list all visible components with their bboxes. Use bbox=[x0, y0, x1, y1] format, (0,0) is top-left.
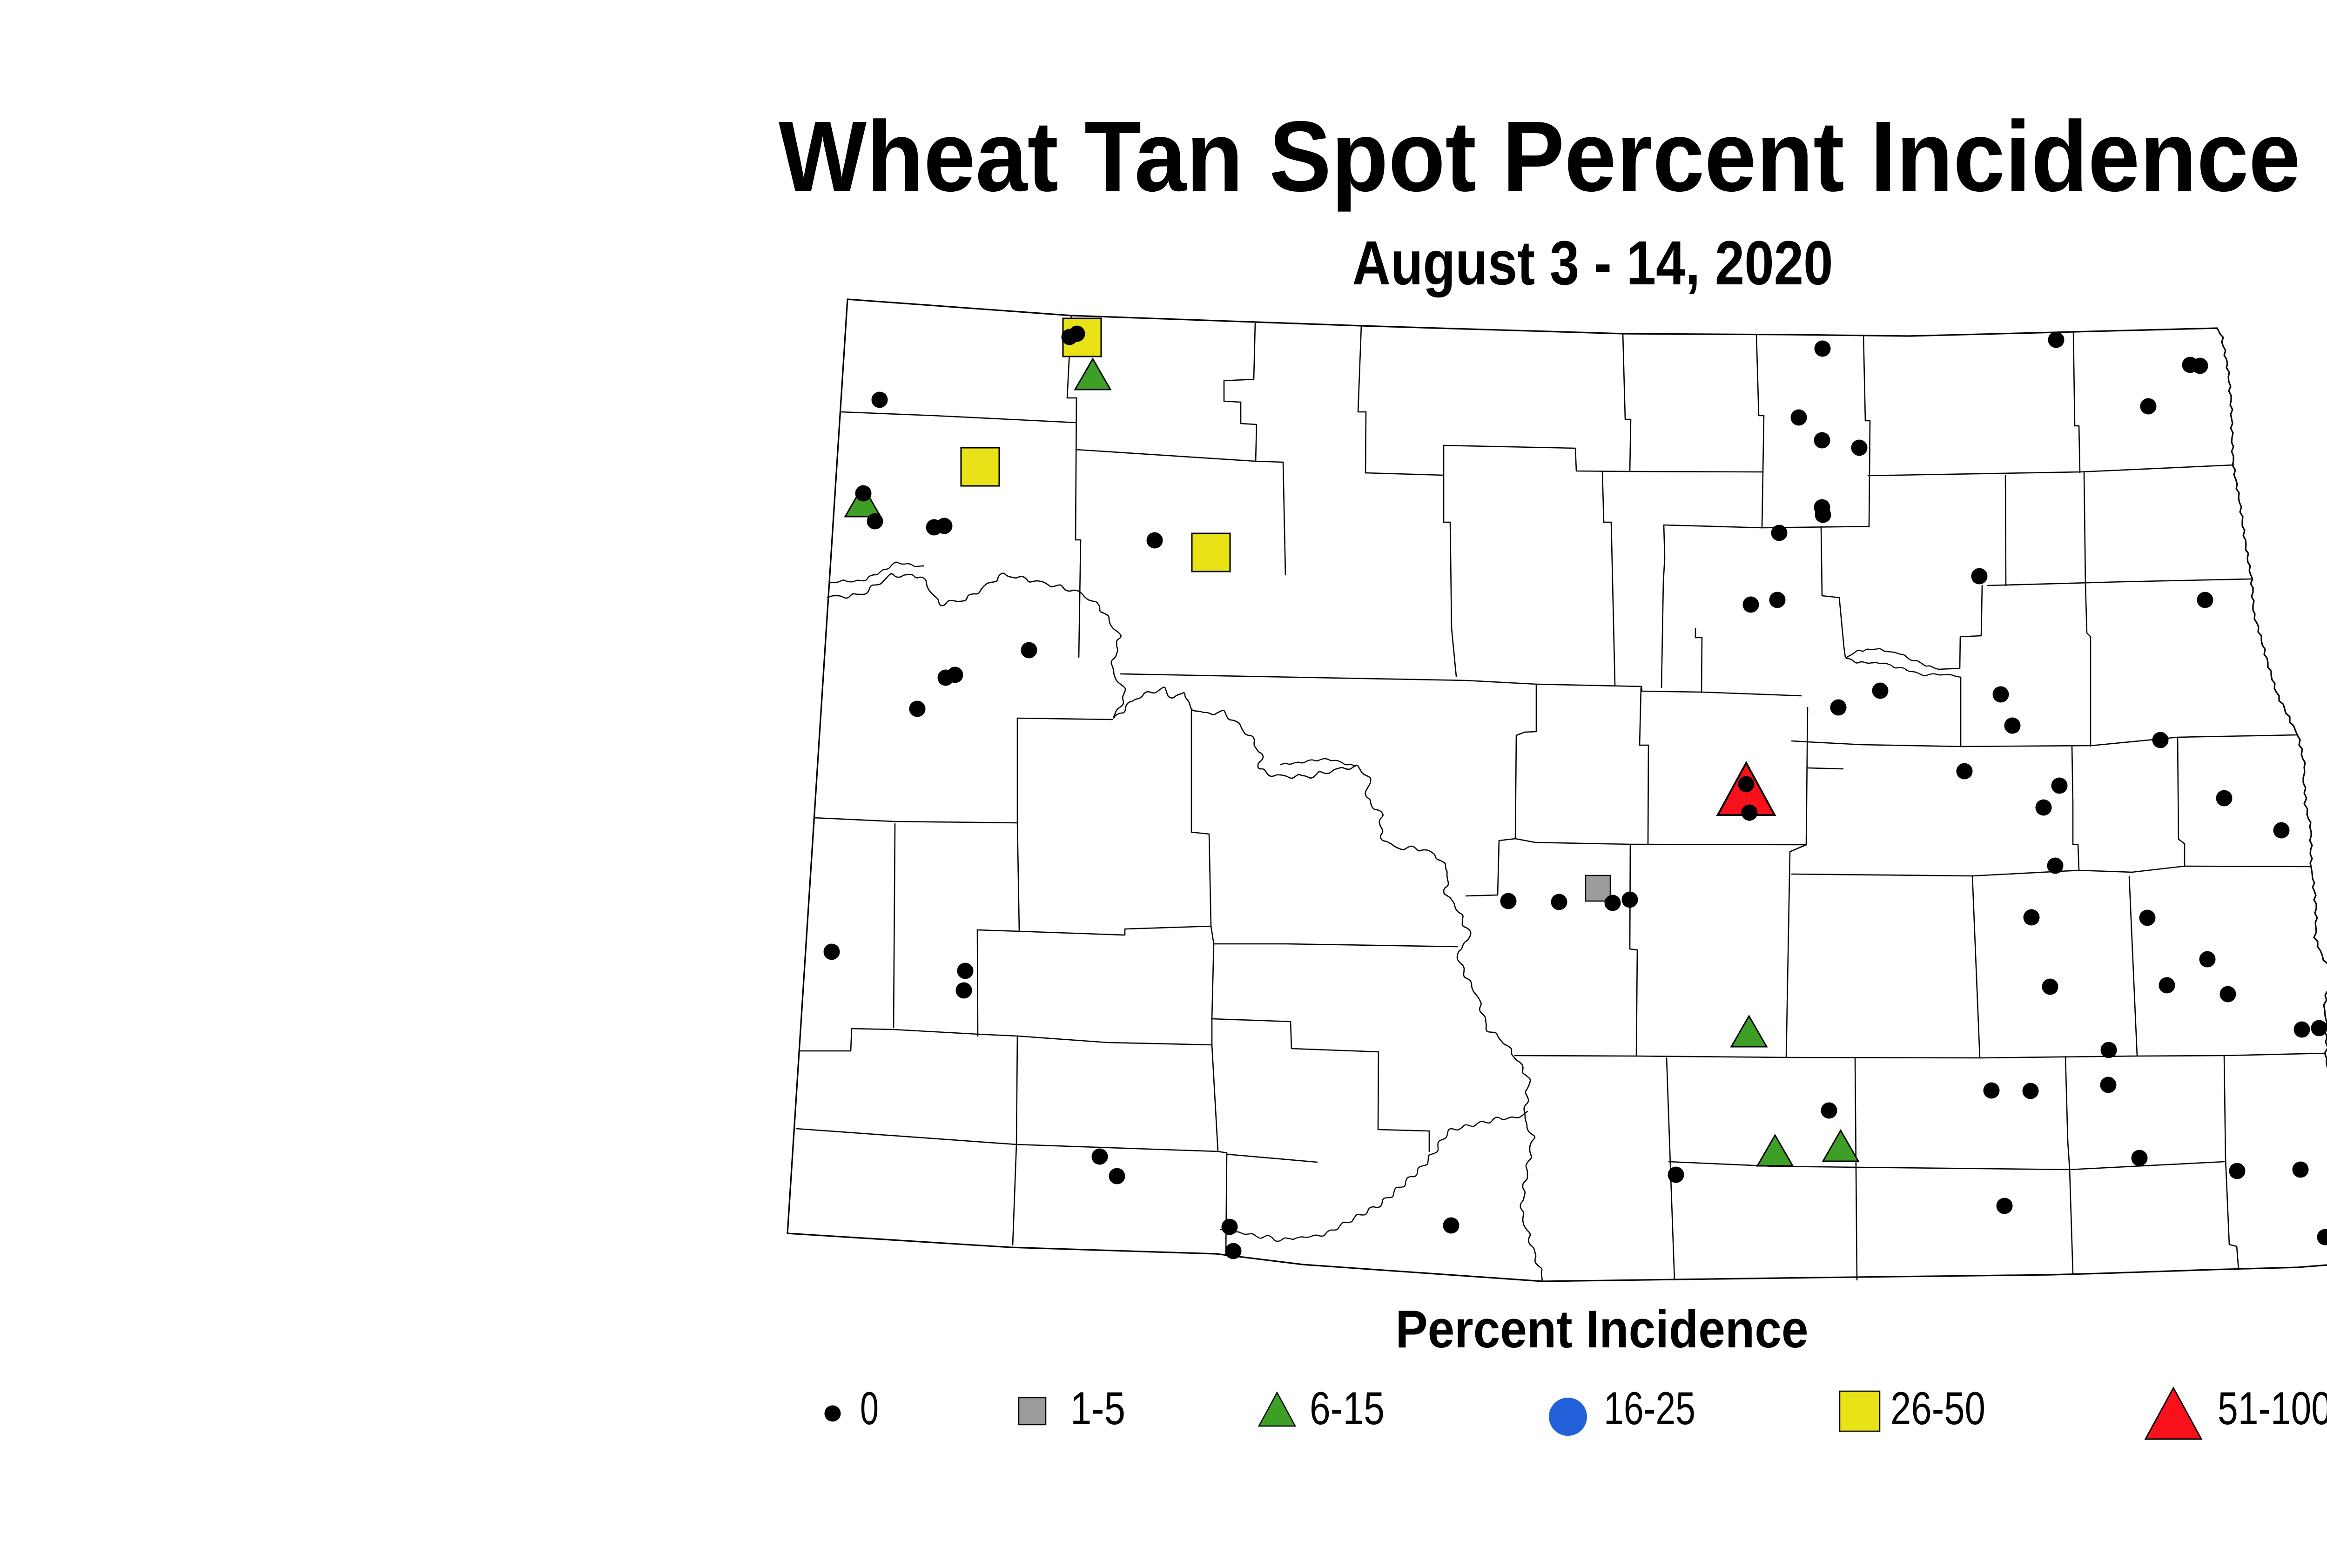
svg-text:0: 0 bbox=[860, 1382, 879, 1434]
svg-text:Percent Incidence: Percent Incidence bbox=[1396, 1300, 1809, 1359]
svg-text:16-25: 16-25 bbox=[1604, 1382, 1695, 1434]
svg-text:26-50: 26-50 bbox=[1890, 1382, 1985, 1434]
svg-text:6-15: 6-15 bbox=[1310, 1382, 1385, 1434]
svg-text:Wheat Tan Spot Percent Inciden: Wheat Tan Spot Percent Incidence bbox=[779, 100, 2300, 212]
svg-text:August 3 - 14, 2020: August 3 - 14, 2020 bbox=[1352, 229, 1833, 298]
svg-text:1-5: 1-5 bbox=[1070, 1382, 1125, 1434]
svg-text:51-100: 51-100 bbox=[2218, 1382, 2327, 1434]
